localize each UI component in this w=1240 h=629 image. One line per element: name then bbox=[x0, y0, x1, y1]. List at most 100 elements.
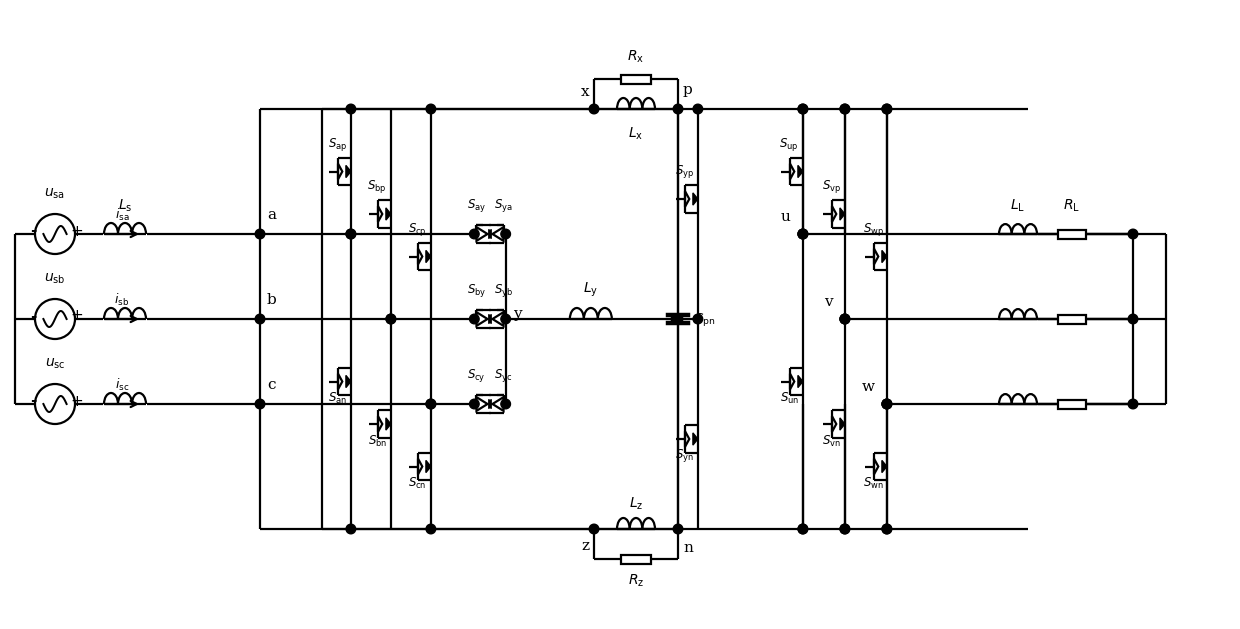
Text: x: x bbox=[580, 85, 589, 99]
Circle shape bbox=[799, 104, 807, 114]
Circle shape bbox=[589, 524, 599, 534]
Text: -: - bbox=[30, 223, 36, 238]
Circle shape bbox=[882, 399, 892, 409]
Text: $u_{\rm sa}$: $u_{\rm sa}$ bbox=[45, 187, 66, 201]
Text: $i_{\rm sa}$: $i_{\rm sa}$ bbox=[114, 207, 129, 223]
Polygon shape bbox=[489, 230, 491, 239]
Text: $S_{\rm yb}$: $S_{\rm yb}$ bbox=[494, 282, 513, 299]
Circle shape bbox=[501, 314, 511, 324]
Text: $L_{\rm z}$: $L_{\rm z}$ bbox=[629, 496, 644, 512]
Text: $S_{\rm cy}$: $S_{\rm cy}$ bbox=[467, 367, 486, 384]
Bar bbox=[1058, 314, 1086, 323]
Circle shape bbox=[346, 229, 356, 239]
Polygon shape bbox=[693, 193, 698, 205]
Polygon shape bbox=[882, 250, 887, 262]
Text: $u_{\rm sc}$: $u_{\rm sc}$ bbox=[45, 357, 66, 371]
Text: p: p bbox=[683, 83, 693, 97]
Circle shape bbox=[882, 399, 892, 409]
Text: +: + bbox=[71, 223, 83, 238]
Circle shape bbox=[1128, 399, 1138, 409]
Circle shape bbox=[255, 399, 265, 409]
Circle shape bbox=[839, 524, 849, 534]
Text: $L_{\rm L}$: $L_{\rm L}$ bbox=[1011, 198, 1025, 214]
Polygon shape bbox=[346, 165, 351, 177]
Text: $S_{\rm ap}$: $S_{\rm ap}$ bbox=[327, 135, 347, 152]
Text: w: w bbox=[862, 380, 875, 394]
Circle shape bbox=[839, 104, 849, 114]
Text: y: y bbox=[512, 307, 521, 321]
Circle shape bbox=[839, 104, 849, 114]
Bar bbox=[621, 74, 651, 84]
Circle shape bbox=[589, 104, 599, 114]
Circle shape bbox=[346, 229, 356, 239]
Circle shape bbox=[799, 524, 807, 534]
Circle shape bbox=[427, 399, 435, 409]
Bar bbox=[621, 555, 651, 564]
Text: -: - bbox=[30, 308, 36, 323]
Circle shape bbox=[839, 314, 849, 324]
Text: $R_{\rm z}$: $R_{\rm z}$ bbox=[627, 573, 644, 589]
Circle shape bbox=[501, 229, 511, 239]
Polygon shape bbox=[797, 165, 802, 177]
Polygon shape bbox=[693, 433, 698, 445]
Text: $C_{\rm pn}$: $C_{\rm pn}$ bbox=[693, 311, 715, 328]
Circle shape bbox=[671, 314, 681, 324]
Text: $S_{\rm un}$: $S_{\rm un}$ bbox=[780, 391, 799, 406]
Text: $S_{\rm yc}$: $S_{\rm yc}$ bbox=[495, 367, 512, 384]
Circle shape bbox=[799, 229, 807, 239]
Circle shape bbox=[839, 524, 849, 534]
Bar bbox=[1058, 230, 1086, 238]
Circle shape bbox=[427, 399, 435, 409]
Text: z: z bbox=[582, 539, 589, 553]
Circle shape bbox=[882, 524, 892, 534]
Circle shape bbox=[470, 314, 479, 324]
Text: -: - bbox=[30, 394, 36, 408]
Circle shape bbox=[839, 314, 849, 324]
Circle shape bbox=[673, 524, 683, 534]
Circle shape bbox=[346, 524, 356, 534]
Text: $u_{\rm sb}$: $u_{\rm sb}$ bbox=[45, 272, 66, 286]
Text: $L_{\rm s}$: $L_{\rm s}$ bbox=[118, 198, 133, 214]
Circle shape bbox=[346, 104, 356, 114]
Text: $S_{\rm cn}$: $S_{\rm cn}$ bbox=[408, 476, 427, 491]
Circle shape bbox=[673, 314, 683, 324]
Polygon shape bbox=[839, 208, 844, 220]
Text: $S_{\rm vp}$: $S_{\rm vp}$ bbox=[822, 178, 841, 195]
Circle shape bbox=[501, 399, 511, 409]
Circle shape bbox=[1128, 229, 1138, 239]
Text: u: u bbox=[781, 210, 791, 224]
Text: a: a bbox=[267, 208, 277, 222]
Polygon shape bbox=[882, 460, 887, 472]
Circle shape bbox=[882, 524, 892, 534]
Polygon shape bbox=[425, 250, 430, 262]
Circle shape bbox=[470, 399, 479, 409]
Text: $S_{\rm an}$: $S_{\rm an}$ bbox=[327, 391, 347, 406]
Circle shape bbox=[882, 399, 892, 409]
Circle shape bbox=[427, 524, 435, 534]
Circle shape bbox=[799, 229, 807, 239]
Circle shape bbox=[839, 314, 849, 324]
Polygon shape bbox=[797, 376, 802, 387]
Text: $S_{\rm cp}$: $S_{\rm cp}$ bbox=[408, 221, 427, 238]
Polygon shape bbox=[386, 208, 391, 220]
Text: $S_{\rm vn}$: $S_{\rm vn}$ bbox=[822, 433, 841, 448]
Polygon shape bbox=[489, 230, 491, 239]
Text: v: v bbox=[825, 295, 833, 309]
Text: +: + bbox=[71, 394, 83, 408]
Circle shape bbox=[799, 104, 807, 114]
Text: $i_{\rm sc}$: $i_{\rm sc}$ bbox=[115, 377, 129, 393]
Text: $S_{\rm ay}$: $S_{\rm ay}$ bbox=[467, 198, 486, 214]
Text: n: n bbox=[683, 541, 693, 555]
Text: $L_{\rm x}$: $L_{\rm x}$ bbox=[629, 126, 644, 142]
Text: $S_{\rm wn}$: $S_{\rm wn}$ bbox=[863, 476, 884, 491]
Text: b: b bbox=[267, 293, 277, 307]
Text: $S_{\rm yp}$: $S_{\rm yp}$ bbox=[675, 163, 693, 180]
Circle shape bbox=[470, 229, 479, 239]
Circle shape bbox=[882, 104, 892, 114]
Bar bbox=[1058, 399, 1086, 408]
Polygon shape bbox=[839, 418, 844, 430]
Text: $S_{\rm by}$: $S_{\rm by}$ bbox=[466, 282, 486, 299]
Circle shape bbox=[386, 314, 396, 324]
Polygon shape bbox=[489, 314, 491, 324]
Polygon shape bbox=[489, 399, 491, 409]
